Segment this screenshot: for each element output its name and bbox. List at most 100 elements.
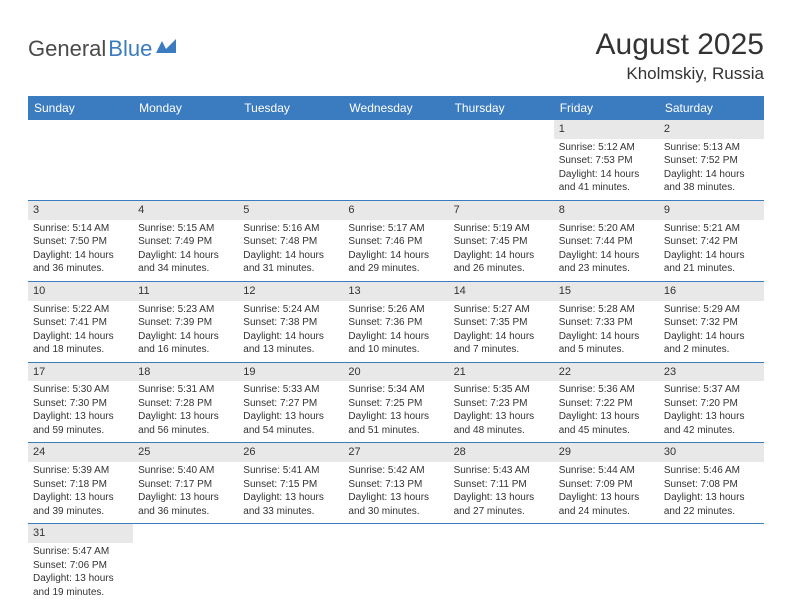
sunrise-text: Sunrise: 5:26 AM <box>348 303 443 317</box>
day-number: 18 <box>133 363 238 382</box>
weekday-header: Tuesday <box>238 96 343 120</box>
sunset-text: Sunset: 7:36 PM <box>348 316 443 330</box>
calendar-header-row: SundayMondayTuesdayWednesdayThursdayFrid… <box>28 96 764 120</box>
calendar-day-cell: 27Sunrise: 5:42 AMSunset: 7:13 PMDayligh… <box>343 443 448 524</box>
sunset-text: Sunset: 7:30 PM <box>33 397 128 411</box>
calendar-day-cell: 3Sunrise: 5:14 AMSunset: 7:50 PMDaylight… <box>28 200 133 281</box>
month-title: August 2025 <box>596 28 764 62</box>
calendar-day-cell: 6Sunrise: 5:17 AMSunset: 7:46 PMDaylight… <box>343 200 448 281</box>
sunrise-text: Sunrise: 5:47 AM <box>33 545 128 559</box>
calendar-empty-cell <box>133 524 238 604</box>
logo-text-general: General <box>28 36 106 62</box>
sunset-text: Sunset: 7:23 PM <box>454 397 549 411</box>
sunset-text: Sunset: 7:18 PM <box>33 478 128 492</box>
sunrise-text: Sunrise: 5:34 AM <box>348 383 443 397</box>
day-number: 12 <box>238 282 343 301</box>
daylight-text: Daylight: 13 hours and 36 minutes. <box>138 491 233 518</box>
calendar-day-cell: 20Sunrise: 5:34 AMSunset: 7:25 PMDayligh… <box>343 362 448 443</box>
day-number: 21 <box>449 363 554 382</box>
calendar-day-cell: 10Sunrise: 5:22 AMSunset: 7:41 PMDayligh… <box>28 281 133 362</box>
sunset-text: Sunset: 7:27 PM <box>243 397 338 411</box>
sunset-text: Sunset: 7:49 PM <box>138 235 233 249</box>
title-block: August 2025 Kholmskiy, Russia <box>596 28 764 84</box>
sunrise-text: Sunrise: 5:22 AM <box>33 303 128 317</box>
daylight-text: Daylight: 14 hours and 36 minutes. <box>33 249 128 276</box>
sunrise-text: Sunrise: 5:15 AM <box>138 222 233 236</box>
weekday-header: Friday <box>554 96 659 120</box>
calendar-day-cell: 4Sunrise: 5:15 AMSunset: 7:49 PMDaylight… <box>133 200 238 281</box>
day-number: 11 <box>133 282 238 301</box>
sunrise-text: Sunrise: 5:27 AM <box>454 303 549 317</box>
sunset-text: Sunset: 7:25 PM <box>348 397 443 411</box>
calendar-empty-cell <box>449 524 554 604</box>
calendar-day-cell: 29Sunrise: 5:44 AMSunset: 7:09 PMDayligh… <box>554 443 659 524</box>
sunset-text: Sunset: 7:06 PM <box>33 559 128 573</box>
weekday-header: Sunday <box>28 96 133 120</box>
day-number: 6 <box>343 201 448 220</box>
daylight-text: Daylight: 14 hours and 16 minutes. <box>138 330 233 357</box>
day-number: 20 <box>343 363 448 382</box>
daylight-text: Daylight: 13 hours and 56 minutes. <box>138 410 233 437</box>
daylight-text: Daylight: 14 hours and 13 minutes. <box>243 330 338 357</box>
sunrise-text: Sunrise: 5:41 AM <box>243 464 338 478</box>
daylight-text: Daylight: 13 hours and 30 minutes. <box>348 491 443 518</box>
logo-text-blue: Blue <box>108 36 152 62</box>
daylight-text: Daylight: 14 hours and 5 minutes. <box>559 330 654 357</box>
weekday-header: Thursday <box>449 96 554 120</box>
sunset-text: Sunset: 7:46 PM <box>348 235 443 249</box>
day-number: 19 <box>238 363 343 382</box>
sunset-text: Sunset: 7:35 PM <box>454 316 549 330</box>
day-number: 24 <box>28 443 133 462</box>
sunset-text: Sunset: 7:32 PM <box>664 316 759 330</box>
day-number: 13 <box>343 282 448 301</box>
sunset-text: Sunset: 7:45 PM <box>454 235 549 249</box>
day-number: 16 <box>659 282 764 301</box>
sunrise-text: Sunrise: 5:17 AM <box>348 222 443 236</box>
day-number: 5 <box>238 201 343 220</box>
sunrise-text: Sunrise: 5:28 AM <box>559 303 654 317</box>
calendar-day-cell: 14Sunrise: 5:27 AMSunset: 7:35 PMDayligh… <box>449 281 554 362</box>
calendar-day-cell: 30Sunrise: 5:46 AMSunset: 7:08 PMDayligh… <box>659 443 764 524</box>
day-number: 7 <box>449 201 554 220</box>
location-label: Kholmskiy, Russia <box>596 64 764 84</box>
daylight-text: Daylight: 13 hours and 22 minutes. <box>664 491 759 518</box>
sunset-text: Sunset: 7:13 PM <box>348 478 443 492</box>
day-number: 9 <box>659 201 764 220</box>
calendar-day-cell: 7Sunrise: 5:19 AMSunset: 7:45 PMDaylight… <box>449 200 554 281</box>
day-number: 10 <box>28 282 133 301</box>
calendar-empty-cell <box>133 120 238 200</box>
calendar-day-cell: 16Sunrise: 5:29 AMSunset: 7:32 PMDayligh… <box>659 281 764 362</box>
day-number: 31 <box>28 524 133 543</box>
calendar-week-row: 1Sunrise: 5:12 AMSunset: 7:53 PMDaylight… <box>28 120 764 200</box>
logo-flag-icon <box>156 39 176 53</box>
sunset-text: Sunset: 7:28 PM <box>138 397 233 411</box>
day-number: 2 <box>659 120 764 139</box>
day-number: 3 <box>28 201 133 220</box>
daylight-text: Daylight: 13 hours and 27 minutes. <box>454 491 549 518</box>
calendar-empty-cell <box>659 524 764 604</box>
sunrise-text: Sunrise: 5:46 AM <box>664 464 759 478</box>
calendar-day-cell: 8Sunrise: 5:20 AMSunset: 7:44 PMDaylight… <box>554 200 659 281</box>
calendar-body: 1Sunrise: 5:12 AMSunset: 7:53 PMDaylight… <box>28 120 764 604</box>
sunset-text: Sunset: 7:33 PM <box>559 316 654 330</box>
calendar-day-cell: 22Sunrise: 5:36 AMSunset: 7:22 PMDayligh… <box>554 362 659 443</box>
sunset-text: Sunset: 7:39 PM <box>138 316 233 330</box>
sunrise-text: Sunrise: 5:23 AM <box>138 303 233 317</box>
sunrise-text: Sunrise: 5:31 AM <box>138 383 233 397</box>
daylight-text: Daylight: 14 hours and 38 minutes. <box>664 168 759 195</box>
sunrise-text: Sunrise: 5:20 AM <box>559 222 654 236</box>
sunrise-text: Sunrise: 5:42 AM <box>348 464 443 478</box>
sunrise-text: Sunrise: 5:44 AM <box>559 464 654 478</box>
calendar-day-cell: 9Sunrise: 5:21 AMSunset: 7:42 PMDaylight… <box>659 200 764 281</box>
day-number: 28 <box>449 443 554 462</box>
calendar-empty-cell <box>238 524 343 604</box>
weekday-header: Saturday <box>659 96 764 120</box>
sunset-text: Sunset: 7:52 PM <box>664 154 759 168</box>
day-number: 15 <box>554 282 659 301</box>
daylight-text: Daylight: 14 hours and 34 minutes. <box>138 249 233 276</box>
sunrise-text: Sunrise: 5:40 AM <box>138 464 233 478</box>
calendar-day-cell: 2Sunrise: 5:13 AMSunset: 7:52 PMDaylight… <box>659 120 764 200</box>
calendar-empty-cell <box>343 524 448 604</box>
weekday-header: Monday <box>133 96 238 120</box>
calendar-day-cell: 15 Sunrise: 5:28 AMSunset: 7:33 PMDayligh… <box>554 281 659 362</box>
